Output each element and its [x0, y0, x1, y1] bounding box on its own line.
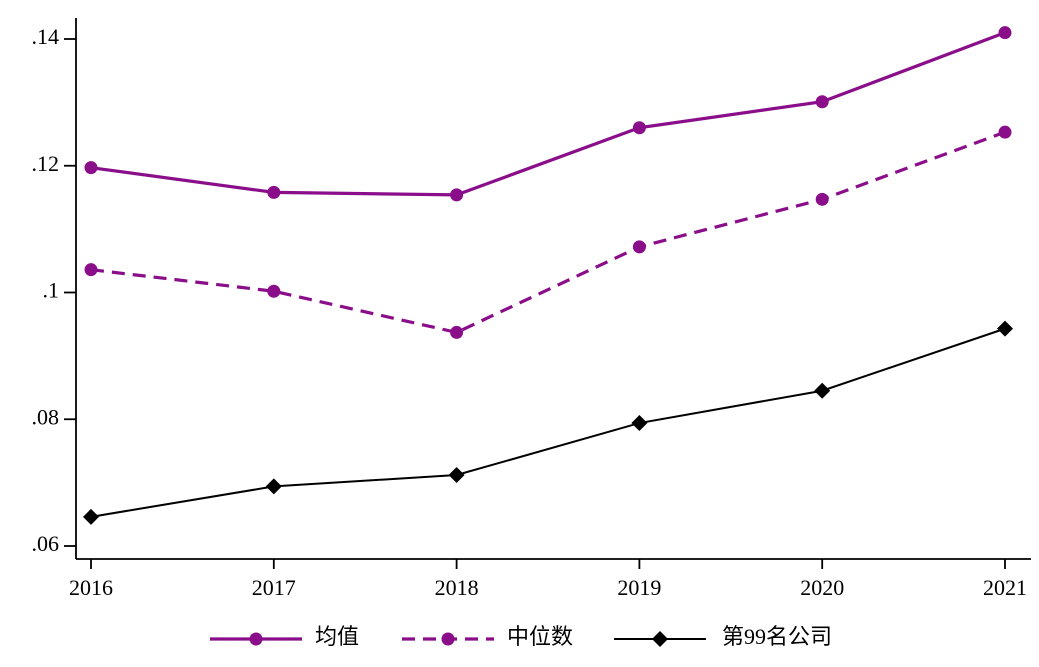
legend-item-p99: 第99名公司: [614, 624, 832, 649]
y-tick-label: .08: [32, 404, 60, 429]
data-point-marker-median: [815, 192, 829, 206]
x-tick-label: 2021: [983, 575, 1027, 600]
x-tick-label: 2019: [617, 575, 661, 600]
legend-label-mean: 均值: [315, 624, 359, 649]
x-tick-label: 2018: [435, 575, 479, 600]
x-tick-label: 2016: [69, 575, 113, 600]
data-point-marker-median: [84, 263, 98, 277]
y-tick-label: .06: [32, 531, 60, 556]
data-point-marker-mean: [84, 161, 98, 175]
y-tick-label: .1: [43, 278, 60, 303]
x-tick-label: 2020: [800, 575, 844, 600]
data-point-marker-median: [998, 125, 1012, 139]
data-point-marker-median: [267, 284, 281, 298]
data-point-marker-p99: [265, 478, 282, 495]
data-point-marker-legend-mean: [249, 632, 263, 646]
legend-label-p99: 第99名公司: [722, 624, 832, 649]
data-point-marker-legend-median: [441, 632, 455, 646]
series-p99: [83, 320, 1013, 525]
data-point-marker-p99: [83, 508, 99, 525]
y-tick-label: .12: [32, 151, 60, 176]
data-point-marker-p99: [448, 467, 465, 484]
legend: 均值 中位数 第99名公司: [210, 624, 832, 649]
legend-label-median: 中位数: [507, 624, 573, 649]
data-point-marker-p99: [997, 320, 1013, 337]
series-line-p99: [90, 327, 1006, 518]
data-point-marker-mean: [815, 95, 829, 109]
legend-item-median: 中位数: [402, 624, 573, 649]
data-point-marker-mean: [998, 26, 1012, 40]
data-point-marker-legend-p99: [652, 631, 668, 647]
data-point-marker-median: [450, 325, 464, 339]
data-point-marker-median: [632, 240, 646, 254]
x-tick-label: 2017: [252, 575, 296, 600]
data-point-marker-mean: [450, 188, 464, 202]
legend-item-mean: 均值: [210, 624, 359, 649]
data-point-marker-mean: [632, 121, 646, 135]
series-line-median: [90, 130, 1006, 335]
data-point-marker-p99: [814, 382, 831, 399]
data-point-marker-p99: [631, 415, 648, 432]
series-line-mean: [90, 31, 1006, 197]
data-point-marker-mean: [267, 185, 281, 199]
series-median: [84, 125, 1012, 339]
y-tick-label: .14: [32, 24, 60, 49]
series-mean: [84, 26, 1012, 202]
